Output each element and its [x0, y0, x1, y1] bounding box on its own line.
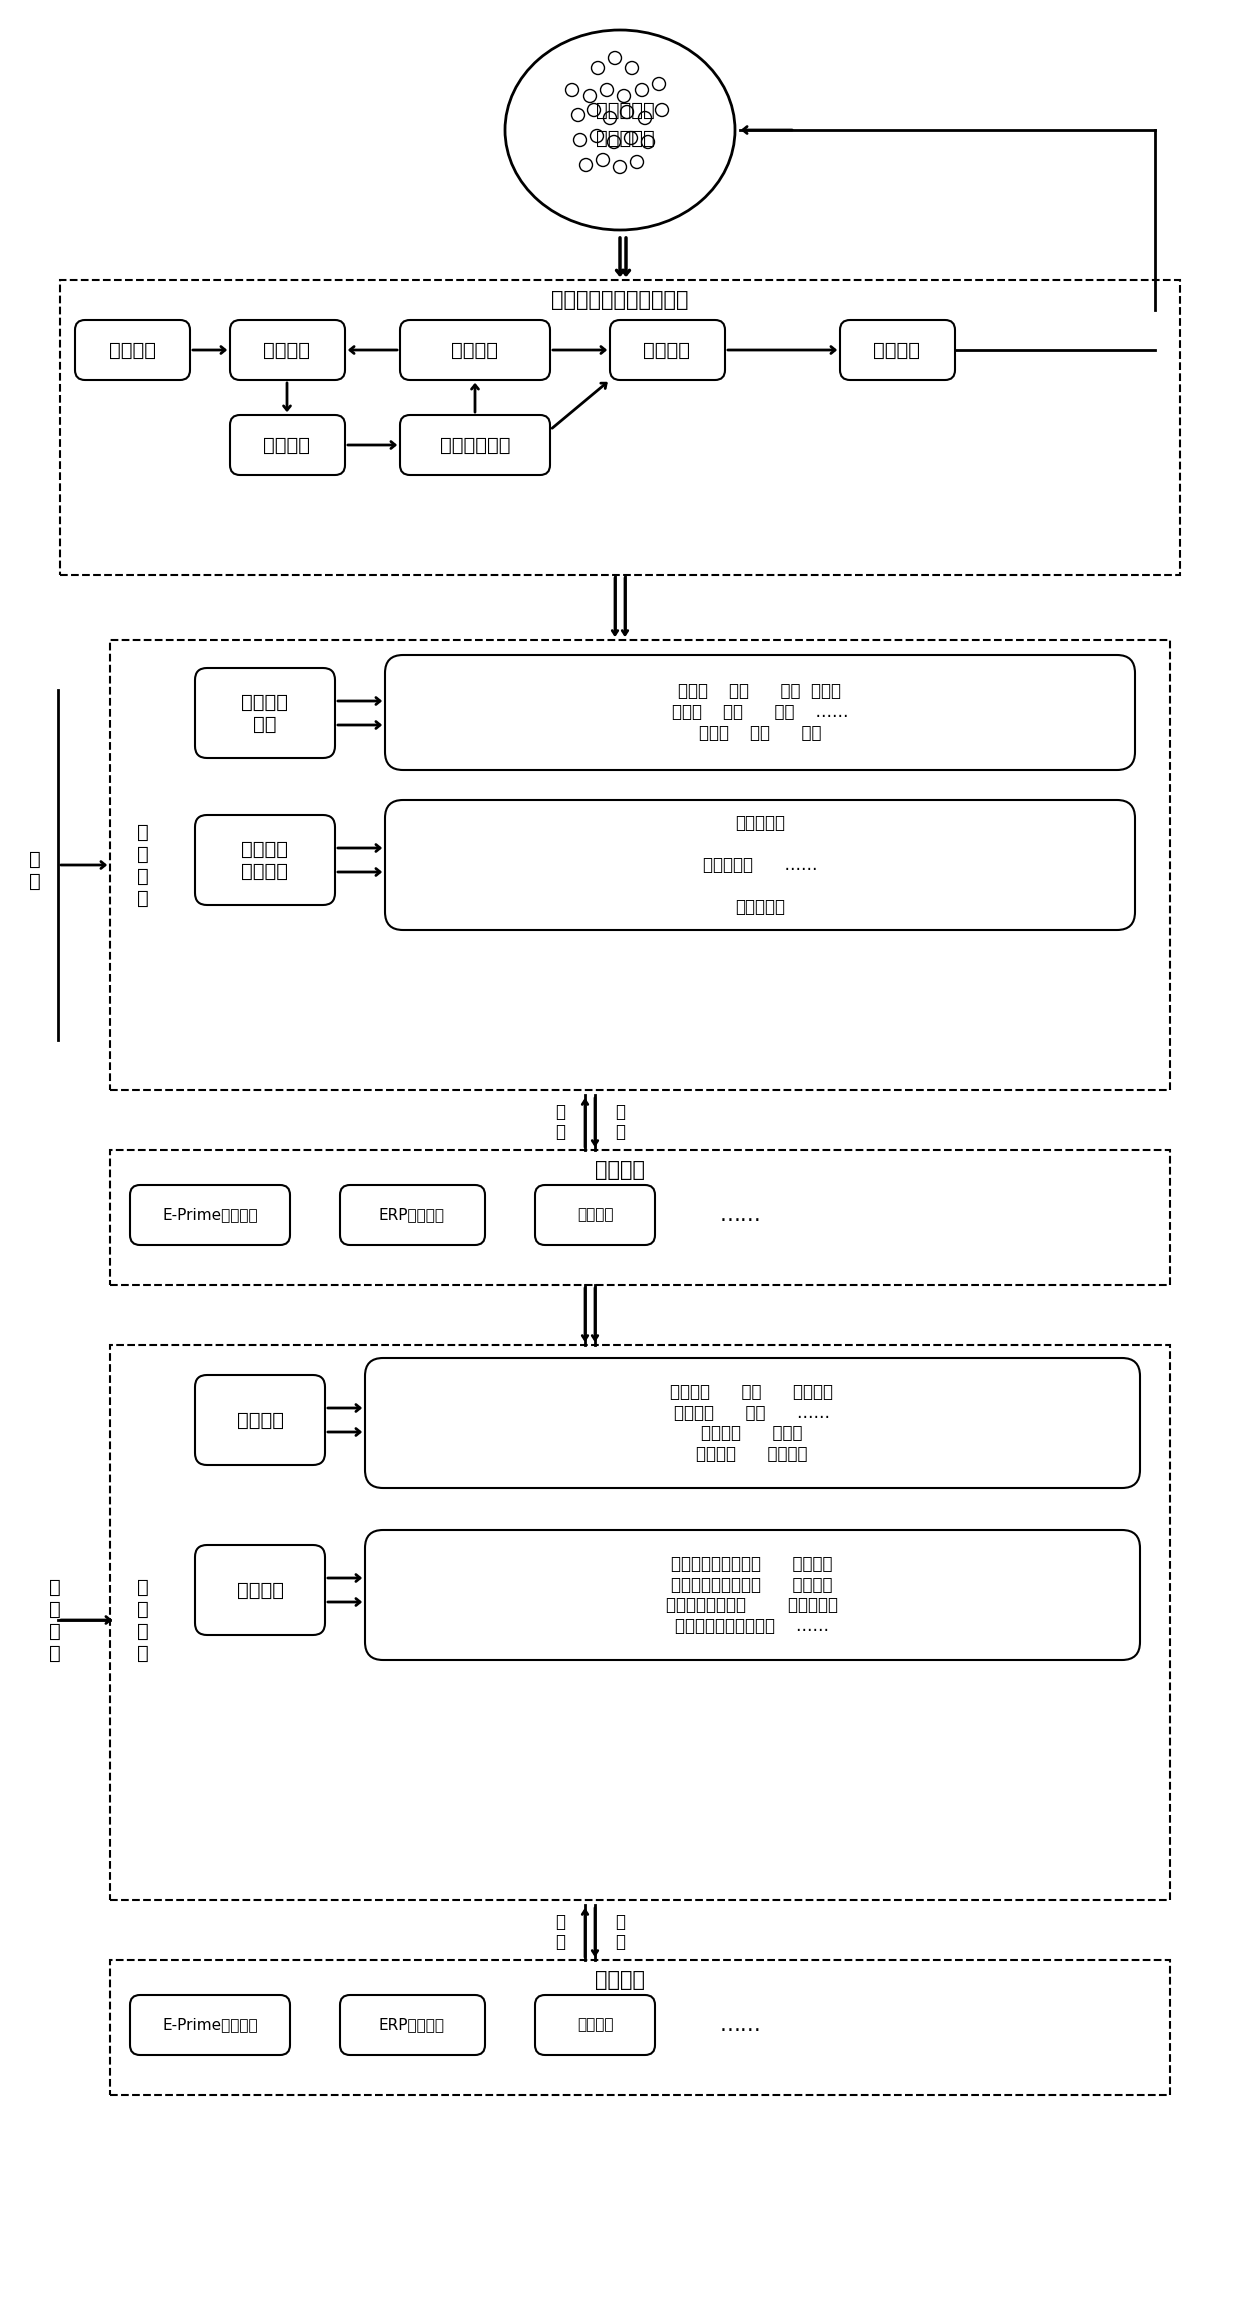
Circle shape — [608, 136, 620, 147]
Circle shape — [625, 131, 637, 145]
Circle shape — [630, 157, 644, 168]
FancyBboxPatch shape — [130, 1186, 290, 1246]
Text: ……: …… — [719, 1204, 761, 1225]
Circle shape — [656, 104, 668, 117]
Circle shape — [579, 159, 593, 170]
FancyBboxPatch shape — [401, 415, 551, 474]
Text: 信息输入: 信息输入 — [109, 341, 155, 359]
Text: 眼动实验: 眼动实验 — [577, 1207, 614, 1223]
Text: 指示符    线符      颜色  信息块
数据符    图形      字符    ……
组合符    粗细      图符: 指示符 线符 颜色 信息块 数据符 图形 字符 …… 组合符 粗细 图符 — [672, 682, 848, 742]
Text: 布局内容: 布局内容 — [237, 1409, 284, 1430]
FancyBboxPatch shape — [74, 320, 190, 380]
FancyBboxPatch shape — [195, 668, 335, 758]
FancyBboxPatch shape — [195, 815, 335, 905]
Circle shape — [565, 83, 579, 97]
Text: ERP脑电实验: ERP脑电实验 — [379, 1207, 445, 1223]
Bar — [110, 640, 1171, 1089]
Circle shape — [573, 134, 587, 147]
Circle shape — [641, 136, 655, 147]
Text: 信息决策: 信息决策 — [644, 341, 691, 359]
Circle shape — [625, 62, 639, 74]
Circle shape — [591, 62, 605, 74]
Circle shape — [652, 78, 666, 90]
FancyBboxPatch shape — [229, 415, 345, 474]
Text: 评
估: 评 估 — [615, 1103, 625, 1142]
Circle shape — [609, 51, 621, 64]
FancyBboxPatch shape — [195, 1545, 325, 1635]
Text: 信
息
呈
现: 信 息 呈 现 — [138, 822, 149, 907]
FancyBboxPatch shape — [365, 1359, 1140, 1488]
Circle shape — [596, 154, 610, 166]
Text: 优
化: 优 化 — [556, 1911, 565, 1951]
Circle shape — [635, 83, 649, 97]
Text: 功
能
布
局: 功 能 布 局 — [138, 1578, 149, 1663]
Text: ERP脑电实验: ERP脑电实验 — [379, 2017, 445, 2034]
Text: ……: …… — [719, 2015, 761, 2036]
Bar — [110, 1960, 1171, 2096]
FancyBboxPatch shape — [195, 1375, 325, 1465]
FancyBboxPatch shape — [340, 1186, 485, 1246]
Text: 智能控制系: 智能控制系 — [595, 101, 655, 120]
Bar — [60, 281, 1180, 576]
FancyBboxPatch shape — [534, 1994, 655, 2054]
FancyBboxPatch shape — [384, 799, 1135, 930]
Text: 布局原则: 布局原则 — [237, 1580, 284, 1601]
Circle shape — [590, 129, 604, 143]
Text: 控制显示相容性原则      归类原则
信息块就近显示原则      频度原则
重要信息横向原则        重要度原则
警示信息颜色显示原则    ……: 控制显示相容性原则 归类原则 信息块就近显示原则 频度原则 重要信息横向原则 重… — [666, 1555, 838, 1635]
FancyBboxPatch shape — [384, 654, 1135, 769]
Text: 功
能
布
局: 功 能 布 局 — [50, 1578, 61, 1663]
Text: 信息呈现
方式: 信息呈现 方式 — [242, 693, 289, 732]
FancyBboxPatch shape — [610, 320, 725, 380]
Circle shape — [604, 111, 616, 124]
Bar — [110, 1345, 1171, 1900]
Text: 评
估: 评 估 — [615, 1911, 625, 1951]
Circle shape — [639, 111, 651, 124]
Text: 可见性原则

可辨性原则      ……

可知性原则: 可见性原则 可辨性原则 …… 可知性原则 — [703, 815, 817, 917]
Text: E-Prime行为实验: E-Prime行为实验 — [162, 2017, 258, 2034]
Text: 图元关系      颜色      交互方式
功能结构      间距      ……
任务区分      信息块
视觉导向      布局形式: 图元关系 颜色 交互方式 功能结构 间距 …… 任务区分 信息块 视觉导向 布局… — [671, 1382, 833, 1462]
Circle shape — [600, 83, 614, 97]
Text: 优
化: 优 化 — [556, 1103, 565, 1142]
Circle shape — [584, 90, 596, 104]
FancyBboxPatch shape — [534, 1186, 655, 1246]
Text: 指
导: 指 导 — [29, 850, 41, 891]
FancyBboxPatch shape — [401, 320, 551, 380]
Text: 信息呈现
基本原则: 信息呈现 基本原则 — [242, 841, 289, 880]
Text: 信息搜索: 信息搜索 — [263, 341, 310, 359]
Text: 信息辨识: 信息辨识 — [451, 341, 498, 359]
FancyBboxPatch shape — [365, 1529, 1140, 1660]
Text: 信息判断选择: 信息判断选择 — [440, 435, 510, 454]
Text: 统信息收集: 统信息收集 — [595, 129, 655, 147]
FancyBboxPatch shape — [839, 320, 955, 380]
Circle shape — [620, 106, 634, 117]
FancyBboxPatch shape — [340, 1994, 485, 2054]
Circle shape — [572, 108, 584, 122]
Text: E-Prime行为实验: E-Prime行为实验 — [162, 1207, 258, 1223]
Text: 实验评估: 实验评估 — [595, 1161, 645, 1179]
Circle shape — [614, 161, 626, 173]
Text: 眼动实验: 眼动实验 — [577, 2017, 614, 2034]
Text: 实验评估: 实验评估 — [595, 1969, 645, 1990]
Text: 信息认读: 信息认读 — [263, 435, 310, 454]
Circle shape — [588, 104, 600, 117]
Circle shape — [618, 90, 630, 104]
Text: 操作员信息认知处理过程: 操作员信息认知处理过程 — [552, 290, 688, 311]
FancyBboxPatch shape — [229, 320, 345, 380]
FancyBboxPatch shape — [130, 1994, 290, 2054]
Text: 反应输出: 反应输出 — [873, 341, 920, 359]
Ellipse shape — [505, 30, 735, 230]
Bar — [110, 1149, 1171, 1285]
